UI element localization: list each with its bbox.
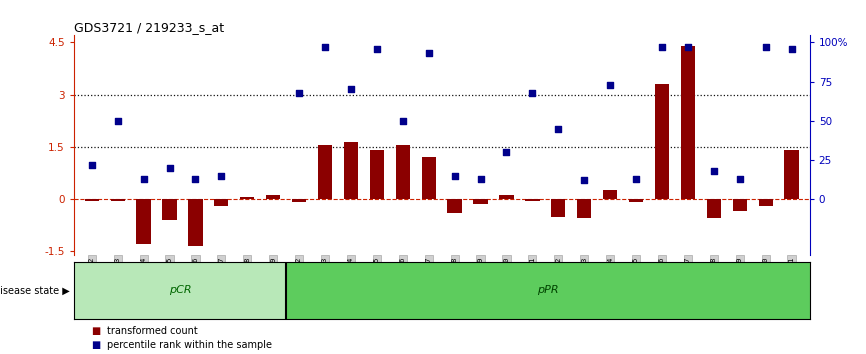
Point	[500, 149, 514, 155]
Point	[215, 173, 229, 178]
Bar	[344, 142, 358, 199]
Point	[111, 118, 125, 124]
Point	[655, 44, 669, 50]
Point	[422, 51, 436, 56]
Bar	[577, 199, 591, 218]
Bar	[85, 199, 99, 201]
Point	[681, 44, 695, 50]
Point	[344, 87, 358, 92]
Point	[292, 90, 306, 95]
Bar	[474, 199, 488, 204]
Text: ■: ■	[91, 326, 100, 336]
Bar	[655, 84, 669, 199]
Bar	[318, 145, 333, 199]
Bar	[759, 199, 772, 206]
Bar	[292, 199, 307, 201]
Bar	[733, 199, 746, 211]
Point	[396, 118, 410, 124]
Point	[785, 46, 798, 51]
Point	[552, 126, 565, 131]
Point	[604, 82, 617, 87]
Bar	[707, 199, 721, 218]
Point	[759, 44, 772, 50]
Point	[137, 176, 151, 182]
Point	[707, 168, 721, 174]
Bar	[188, 199, 203, 246]
Point	[163, 165, 177, 171]
Bar	[448, 199, 462, 213]
Bar	[551, 199, 565, 217]
Bar	[266, 195, 281, 199]
Point	[370, 46, 384, 51]
Bar	[500, 195, 514, 199]
Bar	[163, 199, 177, 220]
Point	[526, 90, 540, 95]
Bar	[137, 199, 151, 244]
Point	[733, 176, 746, 182]
Point	[578, 177, 591, 183]
Text: percentile rank within the sample: percentile rank within the sample	[107, 340, 272, 350]
Point	[85, 162, 99, 167]
Point	[629, 176, 643, 182]
Bar	[681, 46, 695, 199]
Point	[189, 176, 203, 182]
Bar	[111, 199, 125, 201]
Bar	[422, 157, 436, 199]
Text: pPR: pPR	[537, 285, 559, 295]
Text: transformed count: transformed count	[107, 326, 197, 336]
Point	[474, 176, 488, 182]
Bar	[214, 199, 229, 206]
Point	[318, 44, 332, 50]
Point	[448, 173, 462, 178]
Bar	[526, 199, 540, 201]
Bar	[396, 145, 410, 199]
Bar	[370, 150, 384, 199]
Text: ■: ■	[91, 340, 100, 350]
Text: disease state ▶: disease state ▶	[0, 285, 69, 295]
Text: GDS3721 / 219233_s_at: GDS3721 / 219233_s_at	[74, 21, 223, 34]
Bar	[603, 190, 617, 199]
Bar	[240, 198, 255, 199]
Bar	[629, 199, 643, 201]
Bar	[785, 150, 798, 199]
Text: pCR: pCR	[169, 285, 191, 295]
